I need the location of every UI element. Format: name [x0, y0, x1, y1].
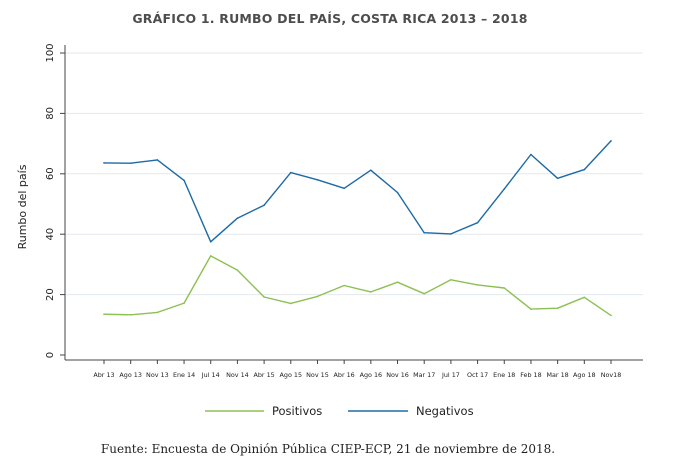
series-line-positivos: [103, 255, 612, 317]
data-point-positivos: [556, 307, 559, 310]
legend: Positivos Negativos: [205, 404, 474, 418]
data-point-negativos: [530, 153, 532, 156]
x-tick-label: Nov 15: [306, 371, 329, 379]
data-point-positivos: [129, 314, 132, 316]
x-tick-label: Nov 14: [226, 371, 249, 379]
y-tick-label: 20: [45, 288, 56, 301]
data-point-positivos: [103, 313, 105, 316]
data-point-positivos: [396, 281, 399, 284]
gridlines: [65, 52, 643, 296]
data-point-negativos: [503, 188, 506, 190]
data-point-negativos: [236, 217, 239, 219]
data-point-negativos: [610, 140, 612, 142]
data-point-positivos: [343, 284, 346, 287]
source-note: Fuente: Encuesta de Opinión Pública CIEP…: [101, 442, 555, 456]
data-point-negativos: [316, 179, 319, 181]
x-tick-label: Ago 15: [280, 371, 303, 379]
y-axis-ticks: 0 20 40 60 80 100: [45, 43, 65, 358]
data-point-positivos: [156, 311, 159, 314]
y-tick-label: 80: [45, 107, 56, 120]
x-tick-label: Nov 16: [386, 371, 409, 379]
data-point-positivos: [530, 308, 532, 310]
x-tick-label: Ago 16: [360, 371, 383, 379]
y-tick-label: 100: [45, 43, 56, 62]
data-point-negativos: [290, 171, 292, 174]
data-point-positivos: [316, 295, 319, 298]
x-tick-label: Feb 18: [520, 371, 541, 379]
x-tick-label: Ene 14: [173, 371, 195, 379]
x-tick-label: Mar 18: [547, 371, 569, 379]
data-point-negativos: [370, 169, 372, 171]
data-point-negativos: [103, 162, 105, 164]
x-tick-label: Ago 18: [573, 371, 596, 379]
data-point-positivos: [209, 255, 212, 257]
data-point-negativos: [476, 221, 479, 224]
data-point-negativos: [423, 231, 426, 234]
y-tick-label: 0: [45, 352, 56, 358]
data-point-positivos: [450, 279, 452, 281]
data-point-positivos: [290, 302, 292, 305]
data-point-negativos: [396, 191, 399, 194]
legend-label-positivos: Positivos: [272, 404, 322, 418]
data-point-negativos: [450, 233, 452, 235]
data-point-positivos: [423, 292, 426, 295]
data-point-negativos: [343, 187, 346, 190]
data-point-negativos: [156, 159, 159, 161]
x-tick-label: Abr 15: [253, 371, 274, 379]
y-axis-title: Rumbo del país: [16, 164, 29, 249]
data-point-positivos: [263, 296, 265, 298]
series-lines: [103, 140, 612, 317]
y-tick-label: 60: [45, 167, 56, 180]
x-tick-label: Abr 13: [93, 371, 114, 379]
x-tick-label: Nov18: [601, 371, 622, 379]
data-point-positivos: [183, 302, 185, 304]
x-tick-label: Jul 14: [201, 371, 220, 379]
data-point-positivos: [476, 284, 479, 286]
data-point-positivos: [370, 291, 372, 293]
data-point-positivos: [583, 296, 586, 299]
x-tick-label: Ene 18: [493, 371, 515, 379]
chart-title: GRÁFICO 1. RUMBO DEL PAÍS, COSTA RICA 20…: [132, 11, 527, 26]
data-point-negativos: [129, 162, 132, 164]
x-tick-label: Nov 13: [146, 371, 169, 379]
data-point-negativos: [263, 204, 265, 206]
data-point-positivos: [503, 287, 506, 289]
data-point-negativos: [183, 179, 185, 182]
x-tick-label: Jul 17: [441, 371, 460, 379]
data-point-positivos: [236, 269, 239, 271]
data-point-negativos: [209, 241, 212, 243]
legend-label-negativos: Negativos: [416, 404, 474, 418]
series-line-negativos: [103, 140, 612, 243]
x-tick-label: Mar 17: [413, 371, 435, 379]
data-point-negativos: [556, 177, 559, 180]
data-point-positivos: [610, 314, 612, 317]
y-tick-label: 40: [45, 228, 56, 241]
x-tick-label: Oct 17: [467, 371, 488, 379]
data-point-negativos: [583, 168, 586, 171]
x-tick-label: Ago 13: [119, 371, 142, 379]
x-tick-label: Abr 16: [334, 371, 355, 379]
x-axis-ticks: Abr 13 Ago 13 Nov 13 Ene 14 Jul 14 Nov 14 Abr …: [93, 360, 621, 379]
